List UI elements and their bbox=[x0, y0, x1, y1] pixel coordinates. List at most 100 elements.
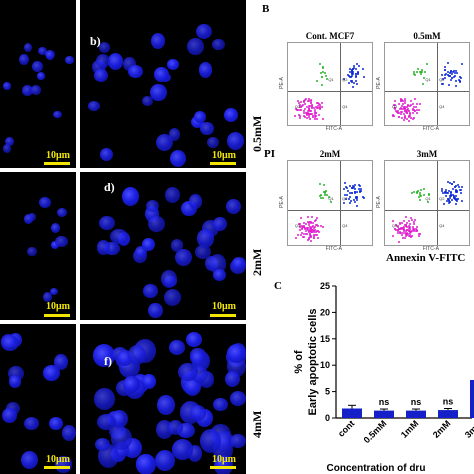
event-dot bbox=[309, 113, 312, 116]
flow-small-x-label: FITC-A bbox=[422, 246, 439, 252]
quadrant-divider-vertical bbox=[437, 43, 439, 125]
event-dot bbox=[400, 98, 403, 101]
event-dot bbox=[444, 74, 447, 77]
event-dot bbox=[446, 70, 449, 73]
event-dot bbox=[394, 224, 397, 227]
event-dot bbox=[400, 227, 403, 230]
event-dot bbox=[296, 234, 299, 237]
event-dot bbox=[298, 228, 301, 231]
nucleus bbox=[148, 302, 163, 318]
event-dot bbox=[318, 63, 321, 66]
event-dot bbox=[314, 219, 317, 222]
quadrant-label: Q2 bbox=[439, 196, 445, 202]
event-dot bbox=[317, 236, 320, 239]
event-dot bbox=[316, 217, 319, 220]
event-dot bbox=[362, 196, 365, 199]
event-dot bbox=[301, 236, 304, 239]
event-dot bbox=[309, 232, 312, 235]
event-dot bbox=[396, 229, 399, 232]
nucleus bbox=[50, 240, 60, 250]
event-dot bbox=[303, 107, 306, 110]
event-dot bbox=[406, 106, 409, 109]
nucleus bbox=[165, 187, 181, 203]
event-dot bbox=[351, 79, 354, 82]
flow-y-axis-label: PI bbox=[264, 148, 275, 160]
event-dot bbox=[413, 219, 416, 222]
event-dot bbox=[413, 74, 416, 77]
event-dot bbox=[444, 190, 447, 193]
event-dot bbox=[320, 196, 323, 199]
event-dot bbox=[359, 190, 362, 193]
event-dot bbox=[411, 226, 414, 229]
event-dot bbox=[307, 97, 310, 100]
quadrant-divider-horizontal bbox=[288, 90, 372, 92]
event-dot bbox=[309, 227, 312, 230]
event-dot bbox=[451, 194, 454, 197]
event-dot bbox=[319, 104, 322, 107]
scale-bar-e bbox=[44, 466, 70, 469]
event-dot bbox=[301, 225, 304, 228]
nucleus bbox=[94, 438, 110, 452]
nucleus bbox=[178, 363, 198, 382]
event-dot bbox=[321, 106, 324, 109]
event-dot bbox=[460, 76, 463, 79]
event-dot bbox=[406, 226, 409, 229]
nucleus bbox=[99, 147, 114, 162]
nucleus bbox=[170, 239, 184, 252]
event-dot bbox=[321, 118, 324, 121]
nucleus bbox=[196, 229, 215, 248]
event-dot bbox=[308, 227, 311, 230]
flow-title-2: 0.5mM bbox=[413, 31, 441, 41]
event-dot bbox=[456, 184, 459, 187]
chart-significance-label: ns bbox=[443, 396, 454, 406]
row-label-2: 2mM bbox=[250, 248, 264, 276]
event-dot bbox=[310, 109, 313, 112]
event-dot bbox=[453, 198, 456, 201]
nucleus bbox=[148, 216, 166, 233]
event-dot bbox=[315, 231, 317, 234]
event-dot bbox=[322, 225, 325, 228]
nucleus bbox=[200, 121, 214, 136]
nucleus bbox=[0, 334, 19, 352]
event-dot bbox=[454, 194, 457, 197]
event-dot bbox=[456, 200, 459, 203]
flow-plot-1: Cont. MCF7 Q1 Q2 Q3 Q4 PE-A FITC-A bbox=[279, 31, 373, 132]
event-dot bbox=[350, 74, 353, 77]
event-dot bbox=[413, 72, 416, 75]
event-dot bbox=[298, 109, 301, 112]
event-dot bbox=[308, 99, 311, 102]
event-dot bbox=[411, 107, 414, 110]
event-dot bbox=[301, 105, 304, 108]
flow-small-y-label: PE-A bbox=[278, 77, 285, 89]
event-dot bbox=[450, 183, 453, 186]
nucleus bbox=[208, 254, 226, 274]
event-dot bbox=[410, 191, 413, 194]
event-dot bbox=[393, 108, 396, 111]
quadrant-label: Q4 bbox=[439, 103, 445, 109]
event-dot bbox=[447, 189, 450, 192]
nucleus bbox=[30, 85, 42, 95]
nucleus bbox=[127, 345, 146, 366]
event-dot bbox=[451, 72, 453, 75]
event-dot bbox=[315, 234, 318, 236]
nucleus bbox=[190, 405, 207, 422]
event-dot bbox=[405, 215, 408, 218]
event-dot bbox=[307, 112, 310, 115]
scale-text-c: 10μm bbox=[46, 301, 70, 312]
event-dot bbox=[394, 227, 397, 230]
event-dot bbox=[412, 227, 415, 230]
event-dot bbox=[399, 100, 402, 103]
event-dot bbox=[398, 112, 401, 114]
event-dot bbox=[423, 77, 426, 80]
event-dot bbox=[404, 223, 407, 226]
event-dot bbox=[304, 98, 307, 101]
event-dot bbox=[324, 74, 327, 77]
nucleus bbox=[163, 289, 182, 307]
nucleus bbox=[42, 291, 53, 303]
event-dot bbox=[343, 187, 346, 190]
nucleus bbox=[185, 331, 202, 347]
event-dot bbox=[314, 226, 317, 229]
nucleus bbox=[134, 245, 148, 259]
event-dot bbox=[454, 196, 457, 199]
